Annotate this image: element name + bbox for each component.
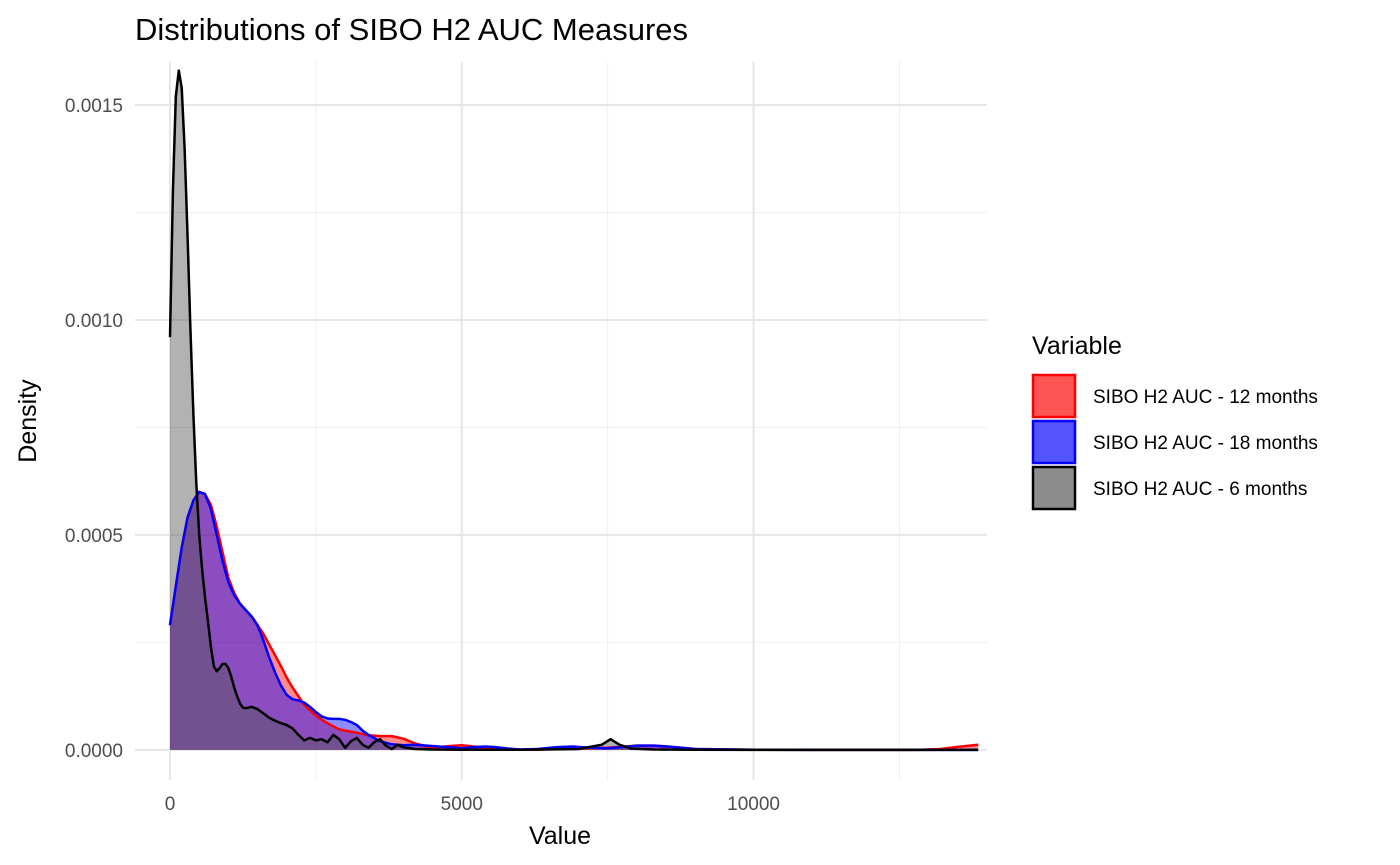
legend-swatch [1031, 419, 1077, 465]
x-axis-ticks: 0 5000 10000 [165, 794, 780, 815]
density-lines [168, 69, 979, 752]
legend-swatch [1031, 373, 1077, 419]
density-area-0 [170, 491, 979, 750]
y-tick-label: 0.0000 [65, 741, 123, 762]
legend-label: SIBO H2 AUC - 12 months [1093, 387, 1318, 408]
y-tick-label: 0.0015 [65, 96, 123, 117]
density-area-2 [170, 70, 979, 750]
density-area-1 [170, 491, 979, 750]
legend-label: SIBO H2 AUC - 6 months [1093, 479, 1307, 500]
y-axis-ticks: 0.0000 0.0005 0.0010 0.0015 [65, 96, 123, 762]
x-axis-title: Value [529, 822, 591, 850]
x-tick-label: 5000 [441, 794, 483, 815]
chart-title: Distributions of SIBO H2 AUC Measures [135, 12, 688, 47]
legend-label: SIBO H2 AUC - 18 months [1093, 433, 1318, 454]
y-axis-title: Density [14, 379, 42, 463]
y-tick-label: 0.0005 [65, 526, 123, 547]
legend-swatch [1031, 465, 1077, 511]
density-line-1 [168, 490, 979, 752]
legend-title: Variable [1032, 332, 1122, 360]
y-tick-label: 0.0010 [65, 311, 123, 332]
plot-grid [135, 62, 987, 780]
x-tick-label: 0 [165, 794, 176, 815]
density-areas [170, 70, 979, 750]
density-line-2 [168, 69, 979, 752]
legend-items: SIBO H2 AUC - 12 months SIBO H2 AUC - 18 … [1031, 373, 1318, 511]
x-tick-label: 10000 [727, 794, 780, 815]
